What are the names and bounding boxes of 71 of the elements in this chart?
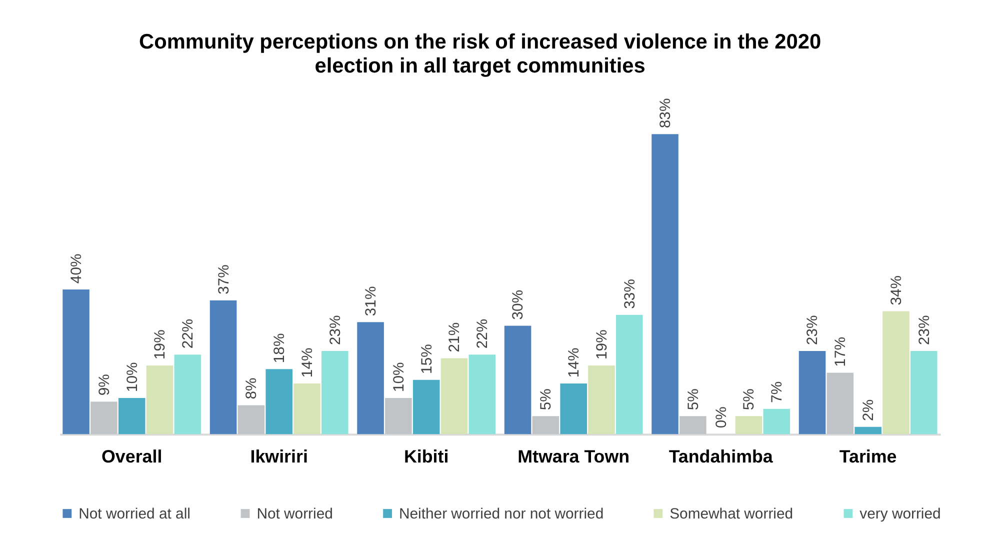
x-tick-label: Overall <box>102 446 162 467</box>
data-label: 5% <box>740 388 758 410</box>
bar <box>174 354 202 434</box>
bar <box>146 365 174 434</box>
bar <box>588 365 615 434</box>
data-label: 5% <box>684 388 702 410</box>
data-label: 19% <box>152 330 169 360</box>
data-label: 22% <box>180 318 197 349</box>
legend-label: Somewhat worried <box>670 505 794 522</box>
bar <box>468 354 496 434</box>
data-label: 7% <box>768 381 786 403</box>
data-label: 9% <box>96 374 113 396</box>
bar <box>322 351 348 434</box>
x-tick-label: Mtwara Town <box>518 446 630 467</box>
bar <box>210 300 237 434</box>
x-tick-label: Tarime <box>839 446 897 467</box>
data-label: 40% <box>68 254 86 284</box>
data-label: 21% <box>446 322 464 352</box>
data-label: 37% <box>215 264 232 294</box>
bar <box>412 380 440 434</box>
data-label: 0% <box>712 406 730 428</box>
bar <box>616 314 643 434</box>
data-label: 17% <box>832 336 850 367</box>
bar <box>266 369 292 434</box>
bar <box>798 351 826 434</box>
bar <box>560 384 587 434</box>
data-label: 34% <box>888 275 905 306</box>
bar <box>62 290 90 434</box>
bar <box>440 358 468 434</box>
legend-label: Neither worried nor not worried <box>398 505 604 522</box>
legend-label: Not worried at all <box>78 505 190 522</box>
data-label: 19% <box>593 330 610 360</box>
bar <box>652 134 678 434</box>
data-label: 23% <box>326 315 344 346</box>
data-label: 23% <box>916 315 933 346</box>
data-label: 10% <box>124 362 141 392</box>
x-tick-label: Tandahimba <box>668 446 774 467</box>
data-label: 83% <box>656 98 674 128</box>
bar <box>504 326 532 434</box>
data-label: 8% <box>243 378 260 400</box>
data-label: 14% <box>566 348 583 378</box>
data-label: 14% <box>298 348 316 378</box>
bar <box>735 416 762 434</box>
legend-label: Not worried <box>256 505 333 522</box>
chart-title: Community perceptions on the risk of increased violence in the 2020 election in all target communities <box>139 30 822 78</box>
legend-label: very worried <box>860 505 941 522</box>
bar <box>763 408 790 434</box>
bar <box>910 351 938 434</box>
data-label: 23% <box>804 315 822 346</box>
x-tick-label: Ikwiriri <box>250 446 308 467</box>
bar <box>854 426 882 434</box>
bar <box>385 398 412 434</box>
data-label: 30% <box>510 290 527 320</box>
bar <box>118 398 146 434</box>
bar <box>826 372 854 434</box>
bar <box>238 405 265 434</box>
data-label: 31% <box>362 286 380 316</box>
bar <box>680 416 706 434</box>
bar <box>882 311 910 434</box>
bar <box>532 416 560 434</box>
data-label: 10% <box>390 362 408 392</box>
x-tick-label: Kibiti <box>404 446 449 467</box>
data-label: 2% <box>860 399 878 421</box>
data-label: 5% <box>538 388 555 410</box>
data-label: 18% <box>271 333 288 364</box>
bar <box>294 384 320 434</box>
bar <box>357 322 384 434</box>
data-label: 22% <box>474 318 492 349</box>
bar <box>90 402 118 434</box>
data-label: 15% <box>418 344 436 374</box>
data-label: 33% <box>621 279 638 309</box>
